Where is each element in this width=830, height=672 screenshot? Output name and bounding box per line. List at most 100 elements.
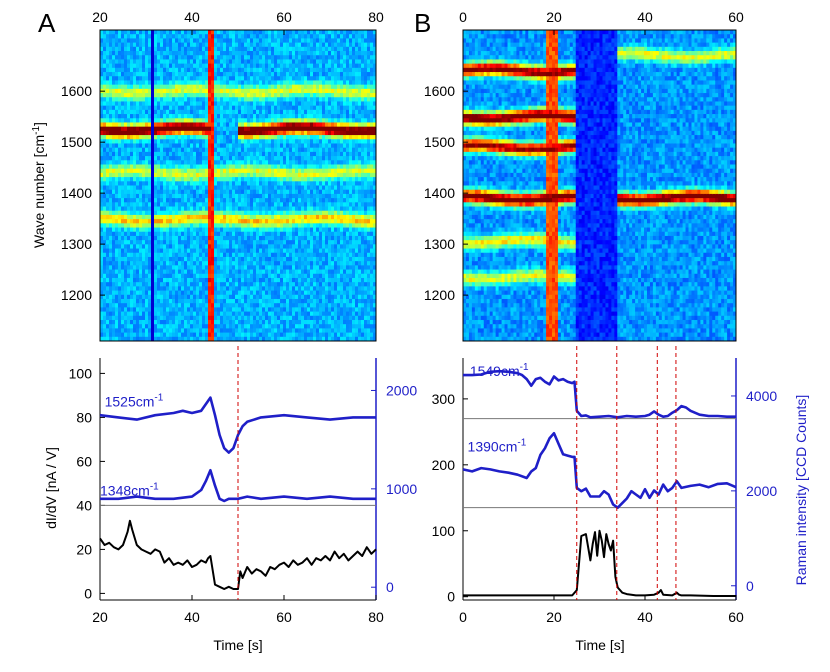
heatmap-cell [298,151,302,157]
heatmap-cell [121,328,125,334]
heatmap-cell [217,30,221,35]
heatmap-cell [139,118,143,124]
heatmap-cell [130,147,134,153]
heatmap-cell [145,139,149,145]
heatmap-cell [286,290,290,296]
heatmap-cell [298,227,302,233]
heatmap-cell [286,63,290,69]
heatmap-cell [130,252,134,258]
heatmap-cell [169,156,173,161]
heatmap-cell [241,315,245,321]
heatmap-cell [271,298,275,304]
heatmap-cell [139,93,143,98]
heatmap-cell [178,156,182,161]
heatmap-cell [175,298,179,304]
heatmap-cell [289,114,293,119]
heatmap-cell [268,38,272,44]
heatmap-cell [136,88,140,94]
heatmap-cell [190,336,194,341]
heatmap-cell [202,55,206,61]
heatmap-cell [247,51,251,56]
heatmap-cell [118,214,122,220]
heatmap-cell [139,126,143,132]
heatmap-cell [100,177,104,182]
heatmap-cell [154,319,158,325]
heatmap-cell [271,248,275,254]
heatmap-cell [115,256,119,262]
heatmap-cell [112,164,116,170]
heatmap-cell [259,298,263,304]
heatmap-cell [172,67,176,73]
heatmap-cell [259,248,263,254]
heatmap-cell [238,172,242,178]
heatmap-cell [298,34,302,39]
heatmap-cell [205,72,209,77]
heatmap-cell [118,101,122,107]
heatmap-cell [157,198,161,203]
heatmap-cell [298,290,302,296]
heatmap-cell [232,114,236,119]
heatmap-cell [160,328,164,334]
heatmap-cell [169,76,173,82]
heatmap-cell [232,248,236,254]
heatmap-cell [262,109,266,115]
heatmap-cell [235,181,239,187]
heatmap-cell [169,72,173,77]
heatmap-cell [250,38,254,44]
heatmap-cell [127,76,131,82]
heatmap-cell [112,319,116,325]
heatmap-cell [169,336,173,341]
heatmap-cell [100,273,104,279]
heatmap-cell [211,336,215,341]
heatmap-cell [262,240,266,245]
heatmap-cell [271,114,275,119]
heatmap-cell [280,227,284,233]
heatmap-cell [133,240,137,245]
heatmap-cell [118,219,122,224]
heatmap-cell [148,223,152,229]
heatmap-cell [196,265,200,271]
heatmap-cell [250,282,254,287]
heatmap-cell [130,84,134,90]
heatmap-cell [244,244,248,250]
heatmap-cell [208,328,212,334]
heatmap-cell [130,290,134,296]
heatmap-cell [187,172,191,178]
heatmap-cell [268,122,272,128]
heatmap-cell [121,332,125,338]
heatmap-cell [298,30,302,35]
heatmap-cell [247,198,251,203]
heatmap-cell [145,130,149,136]
heatmap-cell [178,219,182,224]
heatmap-cell [220,198,224,203]
heatmap-cell [226,67,230,73]
heatmap-cell [238,135,242,140]
heatmap-cell [166,147,170,153]
heatmap-cell [214,63,218,69]
heatmap-cell [214,336,218,341]
heatmap-cell [124,97,128,103]
heatmap-cell [181,240,185,245]
heatmap-cell [208,160,212,166]
heatmap-cell [259,189,263,195]
heatmap-cell [217,248,221,254]
heatmap-cell [121,193,125,199]
heatmap-cell [190,181,194,187]
heatmap-cell [244,164,248,170]
heatmap-cell [172,298,176,304]
heatmap-cell [172,172,176,178]
heatmap-cell [232,97,236,103]
heatmap-cell [205,151,209,157]
heatmap-cell [199,307,203,313]
heatmap-cell [118,135,122,140]
heatmap-cell [127,46,131,52]
heatmap-cell [166,84,170,90]
heatmap-cell [172,227,176,233]
heatmap-cell [178,164,182,170]
heatmap-cell [211,139,215,145]
heatmap-cell [103,269,107,275]
heatmap-cell [202,185,206,191]
heatmap-cell [217,235,221,241]
heatmap-cell [253,172,257,178]
heatmap-cell [298,122,302,128]
